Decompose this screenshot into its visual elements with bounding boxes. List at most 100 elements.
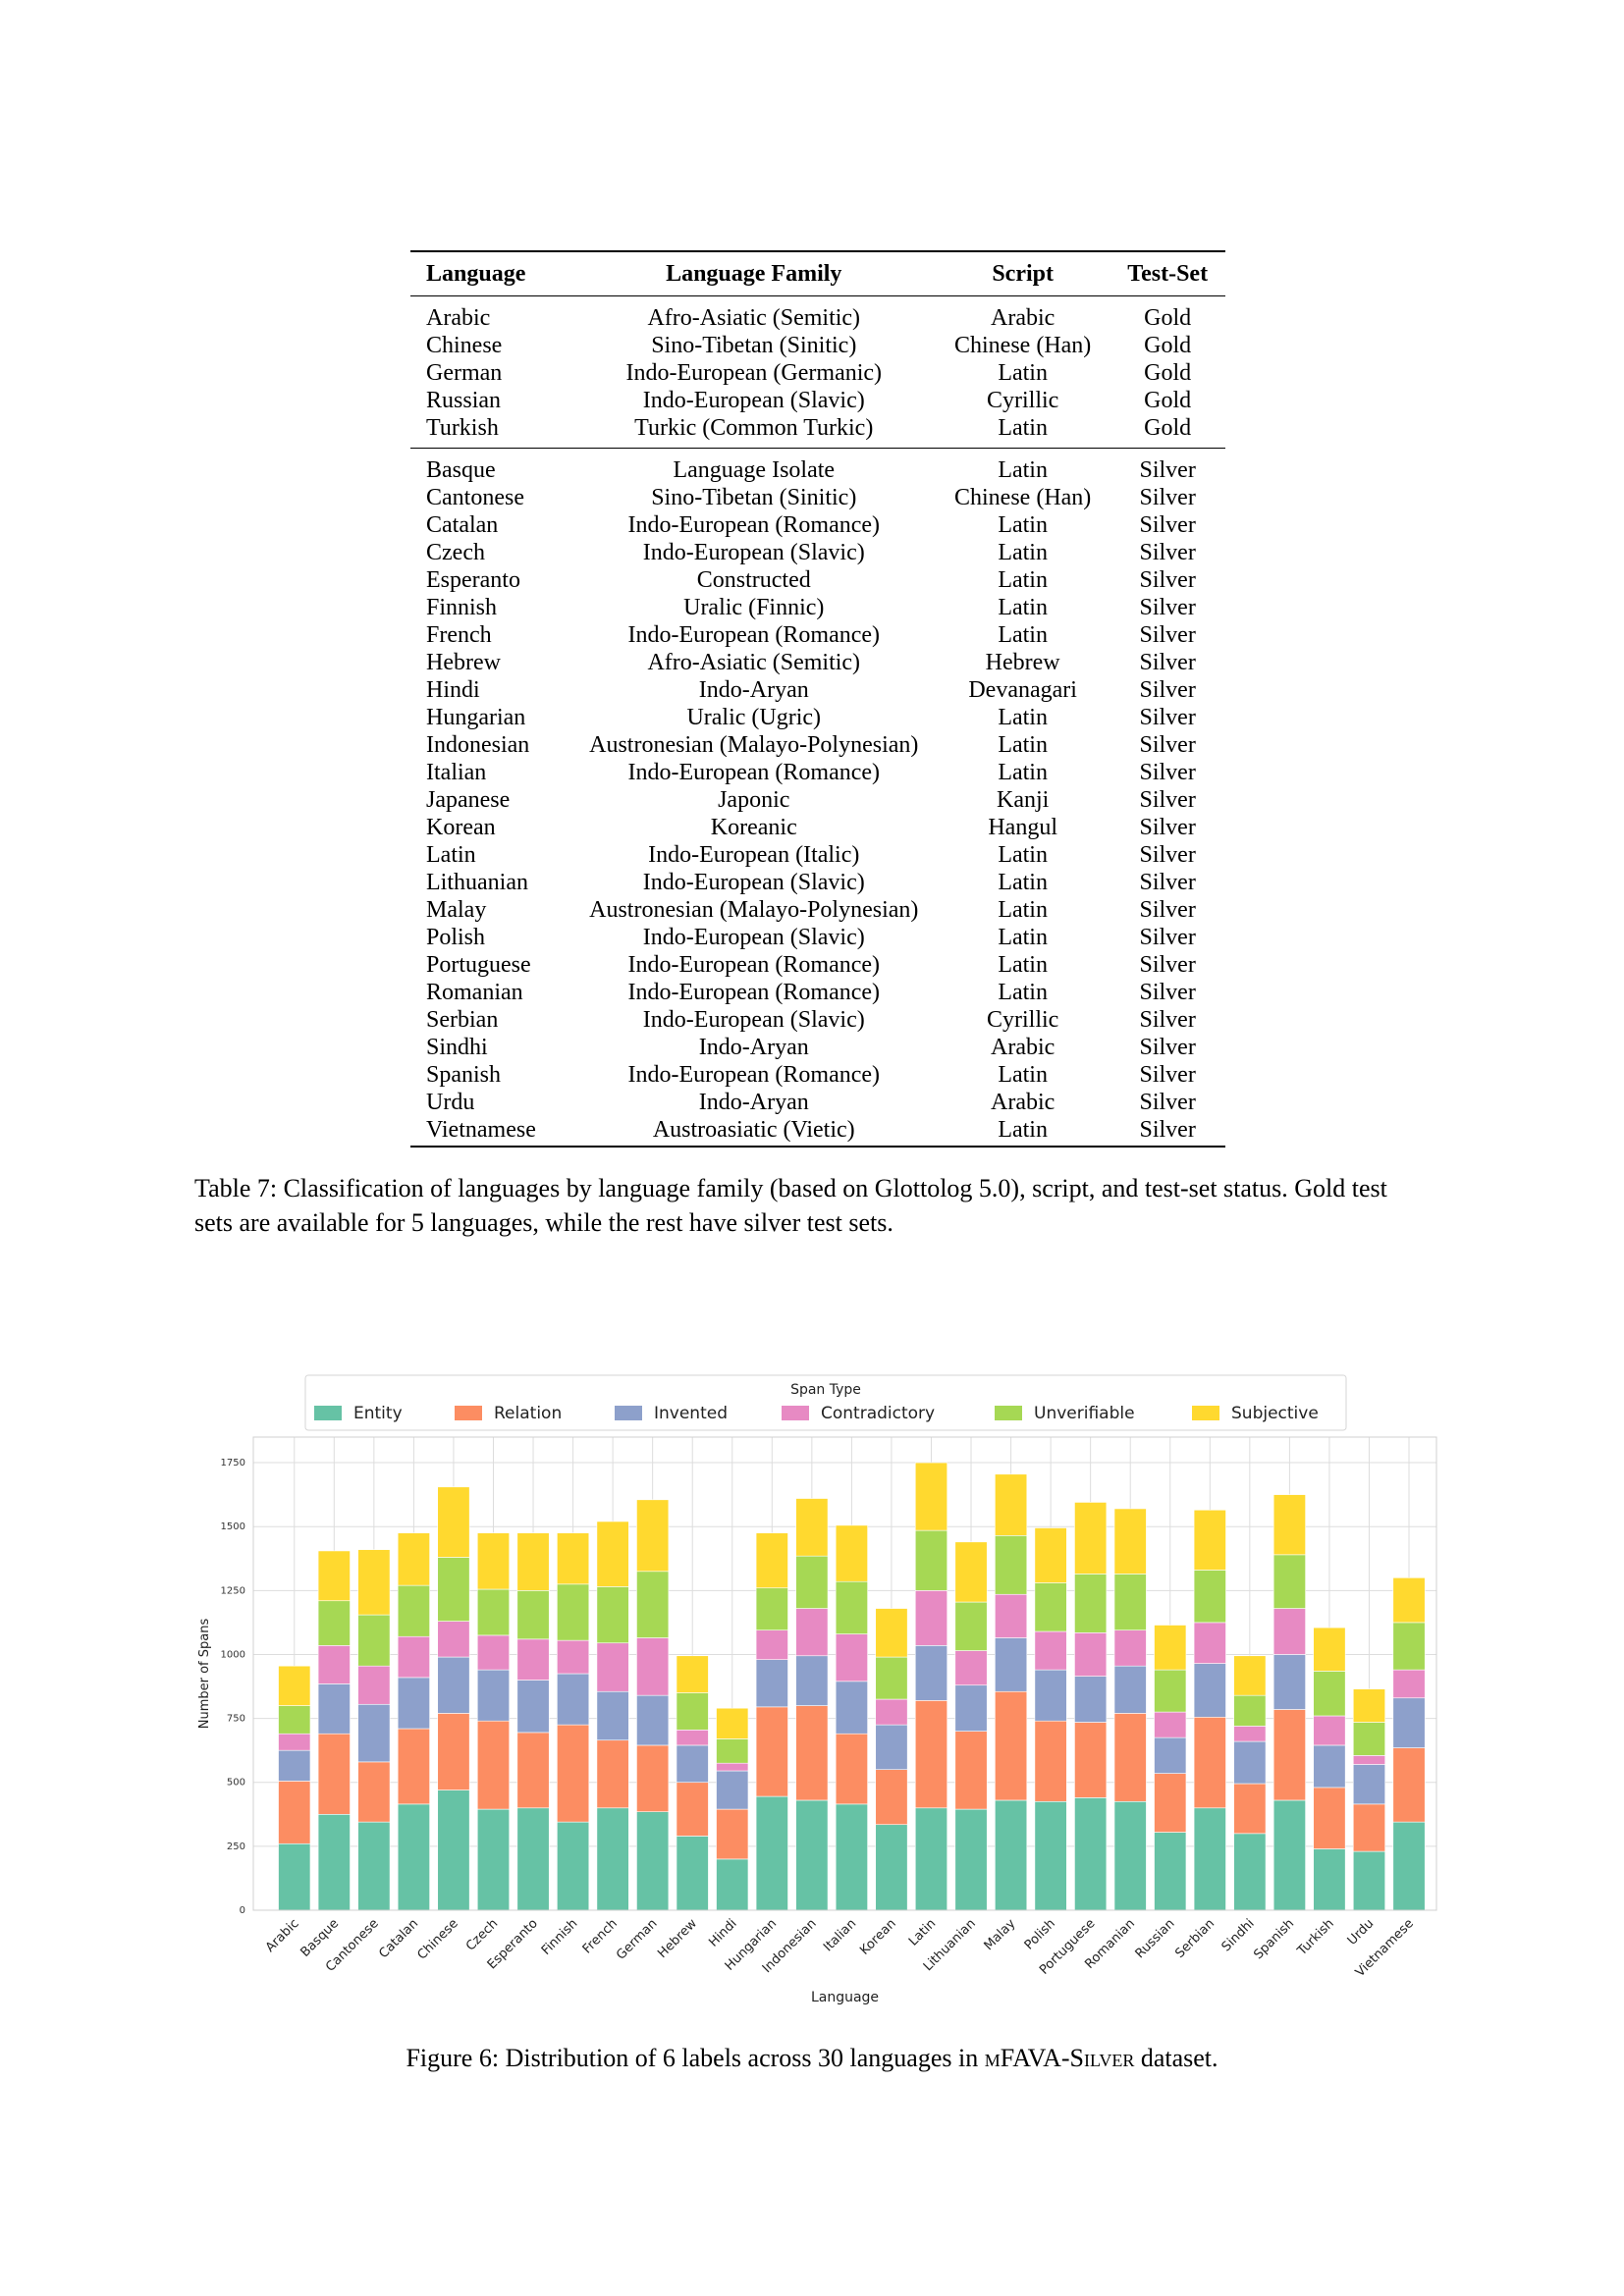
table-row: Korean Koreanic Hangul Silver xyxy=(410,814,1225,841)
bar-contradictory-basque xyxy=(317,1645,351,1684)
cell-language-family: Indo-European (Romance) xyxy=(627,952,881,978)
x-tick-label: Latin xyxy=(906,1916,939,1949)
legend-box xyxy=(304,1374,1347,1431)
bar-entity-hungarian xyxy=(755,1795,788,1911)
bar-unverifiable-sindhi xyxy=(1233,1694,1267,1727)
bar-invented-hungarian xyxy=(755,1659,788,1708)
cell-test-set: Silver xyxy=(1139,760,1196,785)
cell-language: Turkish xyxy=(426,415,499,441)
x-tick-label: Arabic xyxy=(263,1916,302,1955)
cell-language: Lithuanian xyxy=(426,870,528,895)
y-tick-label: 750 xyxy=(227,1714,245,1725)
cell-language-family: Austronesian (Malayo-Polynesian) xyxy=(589,897,919,923)
cell-script: Latin xyxy=(998,705,1048,730)
bar-subjective-indonesian xyxy=(795,1498,829,1557)
x-tick-label: Hebrew xyxy=(655,1916,700,1961)
cell-language: Portuguese xyxy=(426,952,531,978)
cell-test-set: Gold xyxy=(1144,360,1192,386)
table-row: Hindi Indo-Aryan Devanagari Silver xyxy=(410,676,1225,704)
cell-script: Latin xyxy=(998,595,1048,620)
bar-subjective-turkish xyxy=(1313,1627,1346,1672)
bar-invented-chinese xyxy=(437,1656,470,1714)
bar-relation-indonesian xyxy=(795,1705,829,1801)
cell-language-family: Indo-Aryan xyxy=(698,1035,809,1060)
bar-invented-lithuanian xyxy=(954,1684,988,1732)
bar-entity-spanish xyxy=(1272,1799,1306,1911)
cell-language-family: Austronesian (Malayo-Polynesian) xyxy=(589,732,919,758)
table-row: Lithuanian Indo-European (Slavic) Latin Sil… xyxy=(410,869,1225,896)
bar-subjective-portuguese xyxy=(1074,1502,1108,1575)
y-tick-label: 0 xyxy=(240,1905,245,1916)
cell-language-family: Language Isolate xyxy=(571,448,936,484)
bar-invented-latin xyxy=(914,1645,948,1701)
cell-language-family: Indo-Aryan xyxy=(698,1090,809,1115)
bar-unverifiable-esperanto xyxy=(516,1590,550,1640)
bar-subjective-latin xyxy=(914,1462,948,1531)
bar-subjective-sindhi xyxy=(1233,1655,1267,1696)
bar-invented-hebrew xyxy=(676,1744,709,1784)
header-script: Script xyxy=(935,250,1110,296)
figure-caption-suffix: dataset. xyxy=(1134,2044,1218,2072)
cell-script: Hebrew xyxy=(985,650,1060,675)
y-tick-label: 1250 xyxy=(221,1585,245,1596)
bar-subjective-basque xyxy=(317,1550,351,1602)
bar-unverifiable-portuguese xyxy=(1074,1574,1108,1633)
cell-script: Cyrillic xyxy=(986,388,1059,413)
bar-relation-catalan xyxy=(397,1728,430,1805)
bar-unverifiable-vietnamese xyxy=(1392,1622,1426,1671)
bar-entity-czech xyxy=(476,1808,511,1911)
cell-language: Hebrew xyxy=(426,650,501,675)
bar-unverifiable-french xyxy=(596,1586,629,1644)
cell-language: Hungarian xyxy=(426,705,526,730)
bar-contradictory-vietnamese xyxy=(1392,1669,1426,1699)
bar-entity-urdu xyxy=(1352,1850,1385,1911)
bar-contradictory-lithuanian xyxy=(954,1650,988,1686)
legend-swatch-invented xyxy=(615,1406,642,1420)
bar-contradictory-urdu xyxy=(1352,1755,1385,1765)
bar-entity-arabic xyxy=(278,1842,311,1911)
cell-script: Devanagari xyxy=(968,677,1077,703)
bar-invented-arabic xyxy=(278,1749,311,1782)
bar-contradictory-chinese xyxy=(437,1621,470,1658)
cell-language: Arabic xyxy=(426,305,491,331)
bar-unverifiable-romanian xyxy=(1113,1574,1147,1631)
x-tick-label: German xyxy=(614,1916,660,1962)
bar-entity-cantonese xyxy=(357,1821,391,1911)
cell-test-set: Silver xyxy=(1139,1007,1196,1033)
bar-entity-malay xyxy=(995,1799,1028,1911)
bar-unverifiable-italian xyxy=(835,1580,868,1634)
cell-language-family: Uralic (Ugric) xyxy=(686,705,822,730)
cell-script: Latin xyxy=(998,952,1048,978)
table-row: Italian Indo-European (Romance) Latin Silve… xyxy=(410,759,1225,786)
bar-relation-russian xyxy=(1154,1773,1187,1833)
bar-contradictory-italian xyxy=(835,1633,868,1682)
x-tick-label: Turkish xyxy=(1294,1916,1337,1959)
bar-unverifiable-russian xyxy=(1154,1669,1187,1713)
cell-script: Latin xyxy=(998,897,1048,923)
bar-contradictory-indonesian xyxy=(795,1608,829,1657)
bar-invented-malay xyxy=(995,1637,1028,1692)
cell-script: Latin xyxy=(935,1116,1110,1148)
table-row: Serbian Indo-European (Slavic) Cyrillic Sil… xyxy=(410,1006,1225,1034)
bar-unverifiable-german xyxy=(636,1571,670,1638)
figure-caption-prefix: Figure 6: Distribution of 6 labels acros… xyxy=(406,2044,985,2072)
x-tick-label: Italian xyxy=(821,1916,859,1954)
cell-language-family: Indo-European (Romance) xyxy=(627,622,881,648)
table-row: Hungarian Uralic (Ugric) Latin Silver xyxy=(410,704,1225,731)
bar-entity-portuguese xyxy=(1074,1797,1108,1911)
bar-invented-romanian xyxy=(1113,1665,1147,1714)
cell-language-family: Indo-European (Slavic) xyxy=(642,870,865,895)
plot-frame xyxy=(252,1436,1437,1911)
bar-invented-czech xyxy=(476,1669,511,1722)
bar-subjective-urdu xyxy=(1352,1688,1385,1723)
legend-items: Entity Relation Invented Contradictory Unver… xyxy=(314,1404,1319,1423)
legend-label-entity: Entity xyxy=(353,1404,403,1423)
bar-contradictory-arabic xyxy=(278,1733,311,1751)
bar-contradictory-catalan xyxy=(397,1635,430,1679)
cell-language: German xyxy=(426,360,503,386)
cell-script: Chinese (Han) xyxy=(954,333,1092,358)
bar-entity-catalan xyxy=(397,1803,430,1911)
bar-subjective-finnish xyxy=(557,1532,590,1585)
bar-entity-polish xyxy=(1034,1800,1067,1911)
bar-contradictory-russian xyxy=(1154,1711,1187,1738)
